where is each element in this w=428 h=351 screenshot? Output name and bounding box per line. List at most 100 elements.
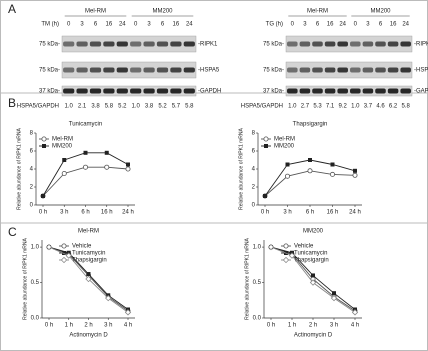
cell-line-label: MM200 bbox=[152, 9, 173, 15]
blot-band bbox=[130, 67, 142, 73]
x-tick-label: 6 h bbox=[81, 210, 89, 216]
blot-band bbox=[299, 88, 311, 94]
ratio-label: HSPA5/GAPDH bbox=[17, 104, 59, 110]
x-tick-label: 0 h bbox=[261, 210, 269, 216]
blot-band bbox=[299, 67, 311, 73]
blot-band bbox=[130, 88, 142, 94]
ratio-value: 5.8 bbox=[185, 104, 194, 110]
blot-band bbox=[387, 41, 399, 47]
time-label: 0 bbox=[134, 22, 138, 28]
chart-title: Mel-RM bbox=[78, 229, 99, 235]
y-tick-label: 0.0 bbox=[253, 316, 262, 322]
protein-label: -GAPDH bbox=[414, 89, 428, 95]
x-tick-label: 2 h bbox=[309, 323, 317, 329]
blot-band bbox=[156, 67, 169, 73]
data-point bbox=[284, 173, 290, 179]
data-point bbox=[330, 294, 338, 302]
blot-band bbox=[130, 41, 142, 47]
data-point bbox=[307, 168, 313, 174]
blot-band bbox=[362, 67, 374, 73]
time-label: 24 bbox=[119, 22, 126, 28]
legend-label: Thapsigargin bbox=[294, 258, 329, 264]
data-point bbox=[288, 252, 296, 259]
blot-band bbox=[156, 88, 169, 94]
data-point bbox=[61, 243, 67, 249]
data-point bbox=[62, 158, 67, 162]
legend-label: Tunicamycin bbox=[72, 251, 105, 257]
data-point bbox=[126, 162, 130, 167]
ratio-value: 9.2 bbox=[339, 104, 348, 110]
x-tick-label: 4 h bbox=[351, 323, 359, 329]
data-point bbox=[309, 279, 317, 286]
blot-strip bbox=[285, 61, 413, 79]
cell-line-label: MM200 bbox=[370, 9, 391, 15]
blot-band bbox=[76, 67, 88, 73]
blot-band bbox=[337, 88, 348, 94]
y-tick-label: 2 bbox=[30, 185, 34, 191]
panel-label: A bbox=[8, 2, 16, 16]
blot-band bbox=[324, 67, 336, 73]
x-axis-label: Actinomycin D bbox=[69, 333, 108, 339]
blot-strip bbox=[285, 35, 413, 53]
blot-band bbox=[337, 41, 348, 47]
chart-title: Thapsigargin bbox=[293, 122, 328, 128]
marker-label: 37 kDa- bbox=[263, 89, 284, 95]
time-label: 16 bbox=[106, 22, 113, 28]
legend-label: Mel-RM bbox=[52, 137, 73, 143]
ratio-value: 6.2 bbox=[389, 104, 398, 110]
blot-band bbox=[375, 41, 386, 47]
x-tick-label: 4 h bbox=[124, 323, 132, 329]
y-tick-label: 4 bbox=[252, 167, 256, 173]
time-label: 3 bbox=[366, 22, 370, 28]
blot-band bbox=[143, 67, 155, 73]
legend-label: Vehicle bbox=[294, 244, 314, 250]
data-point bbox=[65, 252, 72, 259]
protein-label: -GAPDH bbox=[198, 89, 221, 95]
data-point bbox=[42, 144, 46, 148]
time-label: 24 bbox=[186, 22, 193, 28]
x-tick-label: 0 h bbox=[39, 210, 47, 216]
blot-band bbox=[183, 67, 195, 73]
x-tick-label: 2 h bbox=[84, 323, 92, 329]
blot-strip bbox=[61, 61, 197, 79]
blot-band bbox=[103, 41, 115, 47]
x-tick-label: 3 h bbox=[283, 210, 291, 216]
x-tick-label: 1 h bbox=[65, 323, 73, 329]
y-tick-label: 8 bbox=[30, 131, 34, 137]
blot-band bbox=[103, 88, 115, 94]
data-point bbox=[60, 256, 68, 264]
blot-strip bbox=[61, 85, 197, 97]
blot-band bbox=[350, 88, 361, 94]
x-tick-label: 16 h bbox=[327, 210, 339, 216]
ratio-value: 5.2 bbox=[118, 104, 127, 110]
blot-band bbox=[350, 67, 361, 73]
blot-band bbox=[287, 67, 298, 73]
ratio-value: 1.0 bbox=[288, 104, 297, 110]
blot-band bbox=[387, 88, 399, 94]
y-axis-label: Relative abundance of RIPK1 mRNA bbox=[244, 237, 250, 319]
blot-band bbox=[63, 88, 75, 94]
marker-label: 37 kDa- bbox=[39, 89, 60, 95]
ratio-label: HSPA5/GAPDH bbox=[241, 104, 283, 110]
blot-band bbox=[116, 67, 128, 73]
blot-band bbox=[116, 88, 128, 94]
blot-band bbox=[143, 41, 155, 47]
blot-band bbox=[400, 88, 411, 94]
y-tick-label: 6 bbox=[30, 149, 34, 155]
x-tick-label: 3 h bbox=[104, 323, 112, 329]
data-point bbox=[41, 136, 47, 142]
y-tick-label: 0.0 bbox=[31, 316, 40, 322]
ratio-value: 5.3 bbox=[313, 104, 322, 110]
x-tick-label: 24 h bbox=[349, 210, 361, 216]
blot-band bbox=[76, 41, 88, 47]
legend-label: MM200 bbox=[52, 144, 73, 150]
blot-band bbox=[350, 41, 361, 47]
chart-title: Tunicamycin bbox=[69, 122, 102, 128]
cell-line-label: Mel-RM bbox=[307, 9, 328, 15]
ratio-value: 2.7 bbox=[301, 104, 310, 110]
data-point bbox=[124, 309, 132, 316]
blot-band bbox=[89, 41, 102, 47]
y-axis-label: Relative abundance of RIPK1 mRNA bbox=[238, 127, 244, 209]
y-tick-label: 0.5 bbox=[253, 280, 262, 286]
protein-label: -HSPA5 bbox=[414, 68, 428, 74]
